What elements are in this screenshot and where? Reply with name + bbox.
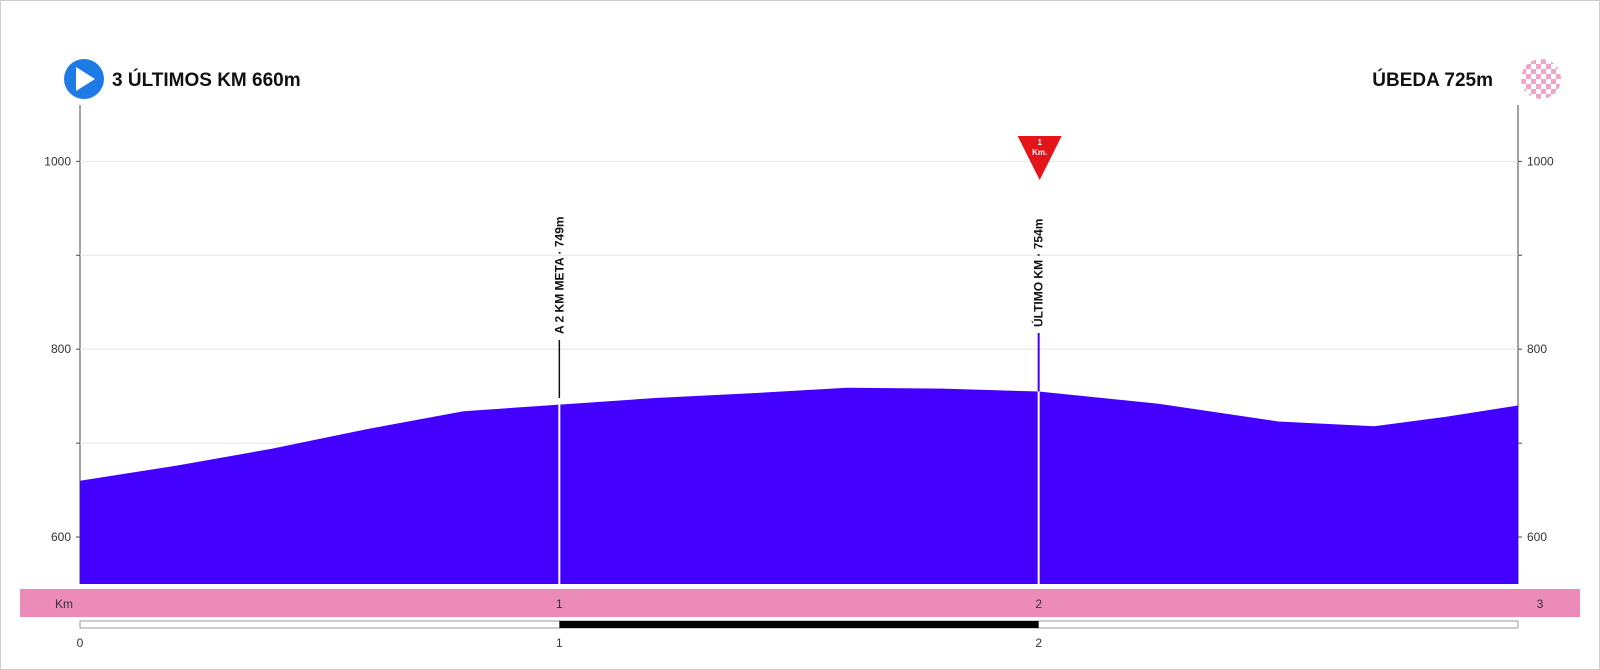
checker-square xyxy=(1526,64,1531,69)
checker-square xyxy=(1531,79,1536,84)
start-header: 3 ÚLTIMOS KM 660m xyxy=(64,59,301,99)
checker-square xyxy=(1546,64,1551,69)
checker-square xyxy=(1556,94,1561,99)
km-band-tick: 3 xyxy=(1537,597,1544,611)
checker-square xyxy=(1556,74,1561,79)
finish-header: ÚBEDA 725m xyxy=(1372,59,1561,99)
checker-square xyxy=(1536,74,1541,79)
checker-square xyxy=(1551,89,1556,94)
bottom-tick: 1 xyxy=(556,636,563,650)
checker-square xyxy=(1546,74,1551,79)
marker-label: A 2 KM META · 749m xyxy=(552,216,566,334)
checker-square xyxy=(1521,79,1526,84)
checker-square xyxy=(1551,69,1556,74)
checker-square xyxy=(1536,64,1541,69)
km-band xyxy=(20,589,1580,617)
checker-square xyxy=(1541,79,1546,84)
y-tick-label-right: 800 xyxy=(1527,342,1547,356)
checker-square xyxy=(1541,59,1546,64)
checker-square xyxy=(1521,59,1526,64)
markers: A 2 KM META · 749m 1Km. ÚLTIMO KM · 754m xyxy=(552,136,1062,584)
checker-square xyxy=(1541,69,1546,74)
finish-label: ÚBEDA 725m xyxy=(1372,69,1493,91)
checker-squares xyxy=(1521,59,1561,99)
checkered-flag-icon xyxy=(1521,59,1561,99)
checker-square xyxy=(1526,94,1531,99)
checker-square xyxy=(1526,74,1531,79)
checker-square xyxy=(1521,89,1526,94)
checker-square xyxy=(1531,59,1536,64)
y-tick-label-left: 1000 xyxy=(44,154,71,168)
checker-square xyxy=(1556,84,1561,89)
y-tick-label-right: 600 xyxy=(1527,530,1547,544)
flag-text-line1: 1 xyxy=(1037,138,1042,147)
y-tick-label-right: 1000 xyxy=(1527,154,1554,168)
checker-square xyxy=(1521,69,1526,74)
km-band-tick: Km xyxy=(55,597,73,611)
bottom-tick: 2 xyxy=(1035,636,1042,650)
km-band-tick: 2 xyxy=(1035,597,1042,611)
y-tick-label-left: 600 xyxy=(51,530,71,544)
km-band-ticks: Km 1 2 3 xyxy=(55,597,1544,611)
y-tick-label-left: 800 xyxy=(51,342,71,356)
checker-square xyxy=(1526,84,1531,89)
checker-square xyxy=(1536,84,1541,89)
checker-square xyxy=(1546,94,1551,99)
one-km-flag-icon xyxy=(1017,136,1062,180)
elevation-area xyxy=(80,387,1518,584)
bottom-axis-ticks: 0 1 2 xyxy=(77,636,1043,650)
bottom-tick: 0 xyxy=(77,636,84,650)
checker-square xyxy=(1536,94,1541,99)
checker-square xyxy=(1541,89,1546,94)
checker-square xyxy=(1551,79,1556,84)
flag-text-line2: Km. xyxy=(1032,148,1047,157)
start-label: 3 ÚLTIMOS KM 660m xyxy=(112,69,301,91)
checker-square xyxy=(1531,69,1536,74)
km-band-tick: 1 xyxy=(556,597,563,611)
play-arrow-icon xyxy=(64,59,104,99)
progress-fill xyxy=(559,621,1039,628)
y-axis-ticks: 600 600 800 800 1000 1000 xyxy=(44,154,1554,544)
checker-square xyxy=(1546,84,1551,89)
checker-square xyxy=(1551,59,1556,64)
marker-label: ÚLTIMO KM · 754m xyxy=(1031,219,1046,327)
checker-square xyxy=(1556,64,1561,69)
checker-square xyxy=(1531,89,1536,94)
